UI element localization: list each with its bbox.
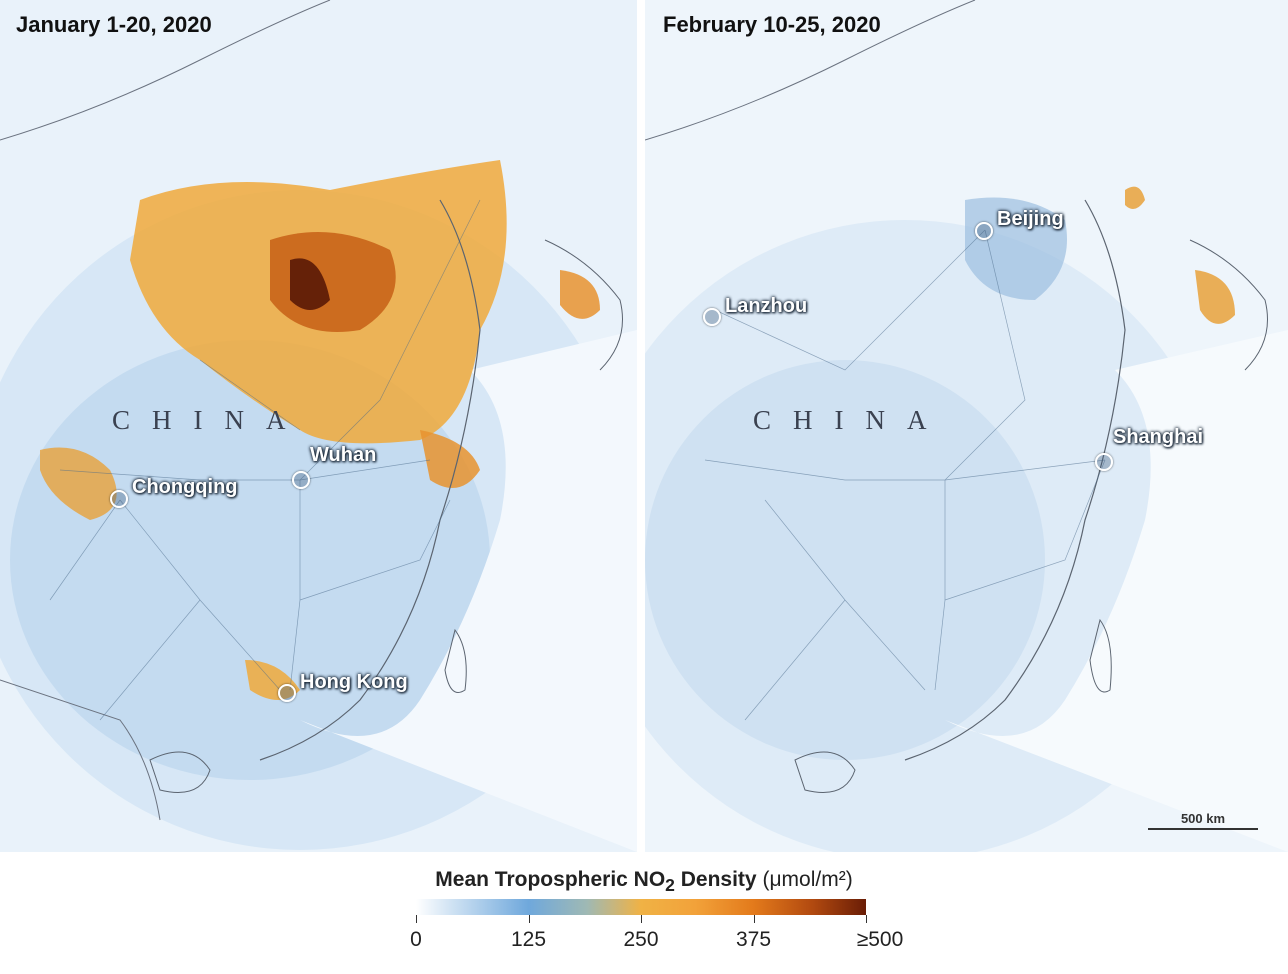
region-label-china: CHINA <box>112 405 308 435</box>
city-beijing: Beijing <box>975 198 1064 240</box>
legend-tick <box>528 915 530 923</box>
legend-title-main: Mean Tropospheric NO <box>435 868 666 891</box>
city-marker-icon <box>975 222 993 240</box>
city-name-hong-kong: Hong Kong <box>300 670 408 693</box>
city-name-wuhan: Wuhan <box>310 444 377 466</box>
city-name-chongqing: Chongqing <box>132 475 238 498</box>
scale-bar-line <box>1148 828 1258 830</box>
map-february-background <box>645 0 1288 852</box>
map-january-background <box>0 0 637 852</box>
city-marker-icon <box>1095 453 1113 471</box>
city-marker-icon <box>278 684 296 702</box>
panel-title: February 10-25, 2020 <box>663 12 881 37</box>
legend-colorbar <box>416 899 866 915</box>
legend-title: Mean Tropospheric NO2 Density (μmol/m²) <box>0 868 1288 896</box>
legend-tick-label: 125 <box>510 928 547 951</box>
legend-tick <box>641 915 642 923</box>
city-hong-kong: Hong Kong <box>278 662 408 702</box>
city-chongqing: Chongqing <box>110 466 238 508</box>
legend-tick <box>416 915 417 923</box>
region-label-china: CHINA <box>753 405 949 435</box>
legend: Mean Tropospheric NO2 Density (μmol/m²) … <box>0 852 1288 974</box>
legend-tick-label: 0 <box>410 928 422 951</box>
city-name-lanzhou: Lanzhou <box>725 294 808 317</box>
city-name-beijing: Beijing <box>997 207 1064 230</box>
legend-tick-label: 250 <box>623 928 659 951</box>
city-marker-icon <box>110 490 128 508</box>
city-lanzhou: Lanzhou <box>703 286 807 326</box>
city-marker-icon <box>292 471 310 489</box>
legend-unit: (μmol/m²) <box>762 868 853 891</box>
legend-title-subscript: 2 <box>665 875 675 896</box>
city-name-shanghai: Shanghai <box>1113 426 1204 448</box>
city-shanghai: Shanghai <box>1095 426 1203 471</box>
legend-tick-label: ≥500 <box>856 928 904 951</box>
panel-title: January 1-20, 2020 <box>16 12 212 37</box>
scale-bar: 500 km <box>1148 811 1258 830</box>
legend-tick-label: 375 <box>735 928 772 951</box>
map-panel-february: February 10-25, 2020 CHINA Beijing Lanzh… <box>645 0 1288 852</box>
legend-tick <box>753 915 755 923</box>
city-marker-icon <box>703 308 721 326</box>
legend-title-rest: Density <box>674 868 757 891</box>
legend-tick <box>866 915 867 923</box>
city-wuhan: Wuhan <box>292 444 376 489</box>
map-panel-january: January 1-20, 2020 CHINA Wuhan Chongqing… <box>0 0 637 852</box>
scale-bar-label: 500 km <box>1180 811 1226 826</box>
